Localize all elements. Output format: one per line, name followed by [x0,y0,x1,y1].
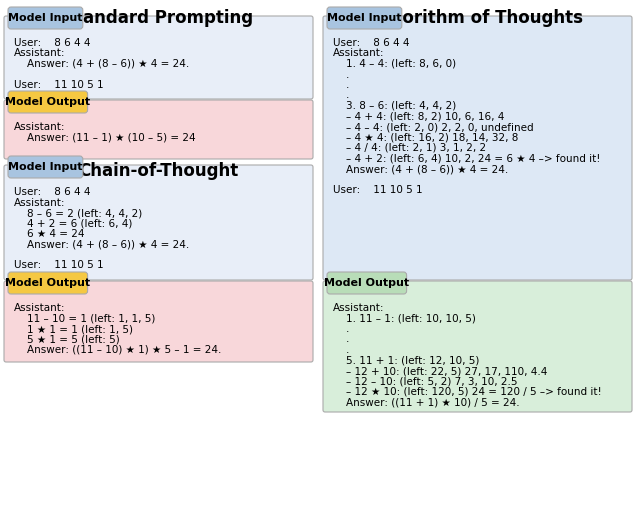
FancyBboxPatch shape [323,16,632,280]
FancyBboxPatch shape [4,165,313,280]
FancyBboxPatch shape [8,91,88,113]
Text: – 12 ★ 10: (left: 120, 5) 24 = 120 / 5 –> found it!: – 12 ★ 10: (left: 120, 5) 24 = 120 / 5 –… [333,387,602,397]
Text: Assistant:: Assistant: [333,48,385,59]
Text: Assistant:: Assistant: [14,122,65,132]
FancyBboxPatch shape [323,281,632,412]
FancyBboxPatch shape [327,7,402,29]
Text: .: . [333,70,349,79]
Text: – 4 + 2: (left: 6, 4) 10, 2, 24 = 6 ★ 4 –> found it!: – 4 + 2: (left: 6, 4) 10, 2, 24 = 6 ★ 4 … [333,153,600,163]
Text: .: . [333,345,349,355]
Text: 1. 11 – 1: (left: 10, 10, 5): 1. 11 – 1: (left: 10, 10, 5) [333,314,476,323]
Text: – 4 + 4: (left: 8, 2) 10, 6, 16, 4: – 4 + 4: (left: 8, 2) 10, 6, 16, 4 [333,112,504,122]
Text: 11 – 10 = 1 (left: 1, 1, 5): 11 – 10 = 1 (left: 1, 1, 5) [14,314,156,323]
Text: Answer: (4 + (8 – 6)) ★ 4 = 24.: Answer: (4 + (8 – 6)) ★ 4 = 24. [333,164,508,174]
Text: – 12 – 10: (left: 5, 2) 7, 3, 10, 2.5: – 12 – 10: (left: 5, 2) 7, 3, 10, 2.5 [333,376,518,386]
Text: 1 ★ 1 = 1 (left: 1, 5): 1 ★ 1 = 1 (left: 1, 5) [14,324,133,334]
FancyBboxPatch shape [8,272,88,294]
Text: 8 – 6 = 2 (left: 4, 4, 2): 8 – 6 = 2 (left: 4, 4, 2) [14,208,142,218]
Text: Model Output: Model Output [5,97,90,107]
Text: Chain-of-Thought: Chain-of-Thought [78,162,239,180]
Text: 5 ★ 1 = 5 (left: 5): 5 ★ 1 = 5 (left: 5) [14,335,120,345]
Text: Answer: (11 – 1) ★ (10 – 5) = 24: Answer: (11 – 1) ★ (10 – 5) = 24 [14,132,196,143]
Text: User:    8 6 4 4: User: 8 6 4 4 [333,38,410,48]
Text: Model Input: Model Input [327,13,402,23]
Text: – 4 – 4: (left: 2, 0) 2, 2, 0, undefined: – 4 – 4: (left: 2, 0) 2, 2, 0, undefined [333,122,534,132]
Text: – 4 / 4: (left: 2, 1) 3, 1, 2, 2: – 4 / 4: (left: 2, 1) 3, 1, 2, 2 [333,143,486,153]
Text: 5. 11 + 1: (left: 12, 10, 5): 5. 11 + 1: (left: 12, 10, 5) [333,355,479,366]
Text: Model Output: Model Output [324,278,410,288]
Text: Assistant:: Assistant: [14,197,65,208]
Text: .: . [333,80,349,90]
FancyBboxPatch shape [4,100,313,159]
Text: Answer: (4 + (8 – 6)) ★ 4 = 24.: Answer: (4 + (8 – 6)) ★ 4 = 24. [14,59,189,69]
FancyBboxPatch shape [4,16,313,99]
Text: .: . [333,335,349,345]
Text: – 12 + 10: (left: 22, 5) 27, 17, 110, 4.4: – 12 + 10: (left: 22, 5) 27, 17, 110, 4.… [333,366,547,376]
FancyBboxPatch shape [4,281,313,362]
Text: Model Input: Model Input [8,162,83,172]
Text: Answer: ((11 – 10) ★ 1) ★ 5 – 1 = 24.: Answer: ((11 – 10) ★ 1) ★ 5 – 1 = 24. [14,345,221,355]
Text: .: . [333,91,349,100]
Text: User:    8 6 4 4: User: 8 6 4 4 [14,38,90,48]
Text: Answer: ((11 + 1) ★ 10) / 5 = 24.: Answer: ((11 + 1) ★ 10) / 5 = 24. [333,398,520,407]
Text: Model Input: Model Input [8,13,83,23]
FancyBboxPatch shape [8,156,83,178]
Text: Algorithm of Thoughts: Algorithm of Thoughts [372,9,583,27]
Text: Assistant:: Assistant: [14,303,65,313]
Text: Answer: (4 + (8 – 6)) ★ 4 = 24.: Answer: (4 + (8 – 6)) ★ 4 = 24. [14,239,189,249]
Text: – 4 ★ 4: (left: 16, 2) 18, 14, 32, 8: – 4 ★ 4: (left: 16, 2) 18, 14, 32, 8 [333,132,518,143]
Text: Assistant:: Assistant: [333,303,385,313]
FancyBboxPatch shape [8,7,83,29]
Text: User:    11 10 5 1: User: 11 10 5 1 [14,80,104,90]
Text: User:    11 10 5 1: User: 11 10 5 1 [14,261,104,270]
Text: Standard Prompting: Standard Prompting [63,9,253,27]
FancyBboxPatch shape [327,272,406,294]
Text: .: . [333,324,349,334]
Text: Assistant:: Assistant: [14,48,65,59]
Text: Model Output: Model Output [5,278,90,288]
Text: 3. 8 – 6: (left: 4, 4, 2): 3. 8 – 6: (left: 4, 4, 2) [333,101,456,111]
Text: 4 + 2 = 6 (left: 6, 4): 4 + 2 = 6 (left: 6, 4) [14,218,132,229]
Text: User:    8 6 4 4: User: 8 6 4 4 [14,187,90,197]
Text: 6 ★ 4 = 24: 6 ★ 4 = 24 [14,229,84,239]
Text: 1. 4 – 4: (left: 8, 6, 0): 1. 4 – 4: (left: 8, 6, 0) [333,59,456,69]
Text: User:    11 10 5 1: User: 11 10 5 1 [333,185,422,195]
